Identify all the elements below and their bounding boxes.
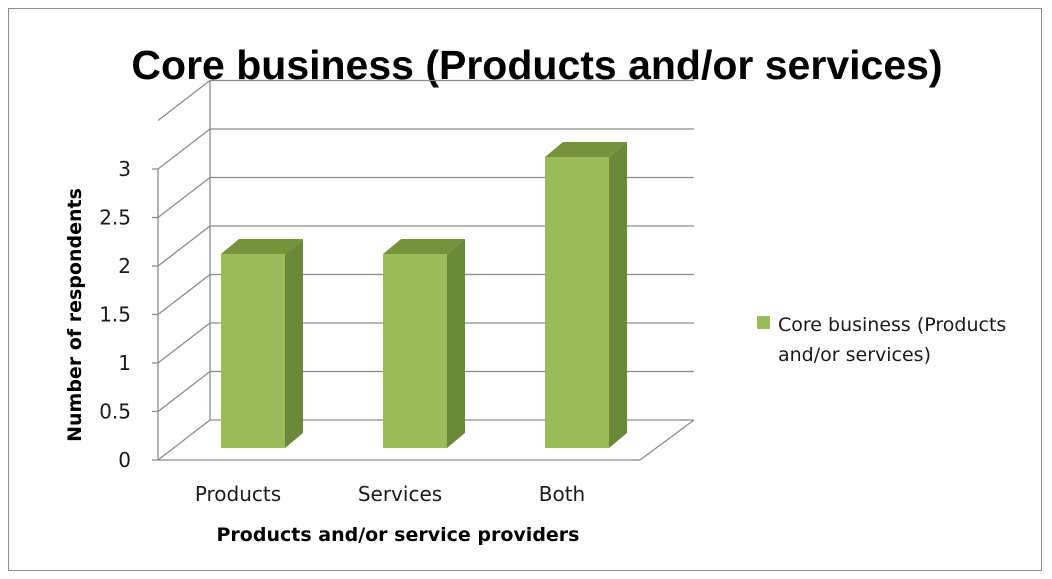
x-tick-label: Products	[195, 482, 281, 506]
bar-front	[221, 254, 285, 448]
bar-products	[221, 239, 303, 448]
floor-right-edge	[639, 419, 695, 461]
y-tick-labels: 0 0.5 1 1.5 2 2.5 3	[99, 157, 131, 472]
legend-label-line-2: and/or services)	[778, 344, 931, 366]
x-tick-label: Both	[539, 482, 585, 506]
bar-top	[545, 142, 627, 157]
legend: Core business (Products and/or services)	[757, 314, 1006, 366]
side-gridline	[157, 176, 211, 219]
side-gridline	[157, 79, 211, 122]
x-tick-label: Services	[358, 482, 442, 506]
y-tick-label: 1.5	[99, 303, 131, 327]
y-tick-label: 0.5	[99, 400, 131, 424]
y-tick-label: 0	[118, 448, 131, 472]
y-tick-label: 2.5	[99, 206, 131, 230]
bar-side	[285, 239, 303, 448]
x-axis-title: Products and/or service providers	[217, 524, 580, 546]
legend-label-line-1: Core business (Products	[778, 314, 1006, 336]
bar-both	[545, 142, 627, 448]
y-axis-title: Number of respondents	[64, 188, 86, 442]
y-tick-label: 2	[118, 254, 131, 278]
x-tick-labels: Products Services Both	[195, 482, 585, 506]
side-gridline	[157, 419, 211, 461]
chart-frame	[8, 8, 1042, 571]
side-gridline	[157, 225, 211, 267]
bar-front	[545, 157, 609, 448]
y-tick-label: 1	[118, 351, 131, 375]
bar-front	[383, 254, 447, 448]
bar-side	[609, 142, 627, 448]
bar-services	[383, 239, 465, 448]
y-tick-label: 3	[118, 157, 131, 181]
side-gridline	[157, 322, 211, 364]
bar-side	[447, 239, 465, 448]
legend-swatch	[757, 316, 770, 329]
side-gridline	[157, 370, 211, 413]
bar-top	[383, 239, 465, 254]
side-gridline	[157, 128, 211, 170]
bars-group	[221, 142, 627, 448]
side-gridline	[157, 273, 211, 316]
bar-top	[221, 239, 303, 254]
